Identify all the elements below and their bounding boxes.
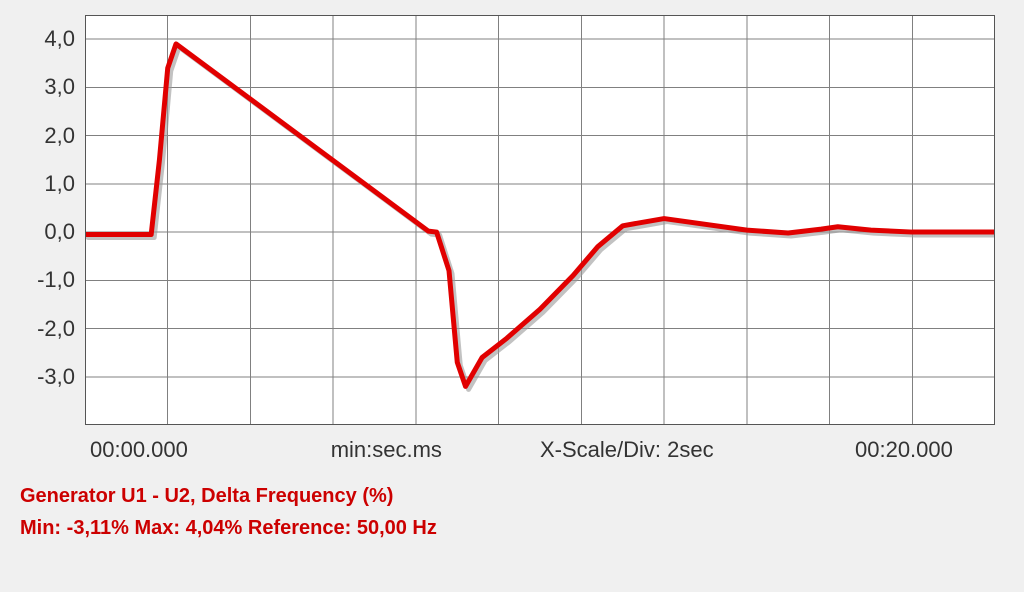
y-tick-label: -1,0: [2, 267, 75, 293]
y-tick-label: -2,0: [2, 316, 75, 342]
x-axis-label-end: 00:20.000: [855, 437, 953, 463]
y-tick-label: 0,0: [2, 219, 75, 245]
caption-min-value: -3,11%: [67, 517, 129, 539]
x-axis-label-units: min:sec.ms: [331, 437, 442, 463]
caption-ref-value: 50,00 Hz: [357, 517, 437, 539]
caption-min-label: Min:: [20, 517, 67, 539]
y-tick-label: 1,0: [2, 171, 75, 197]
caption-max-value: 4,04%: [186, 517, 243, 539]
y-tick-label: 3,0: [2, 74, 75, 100]
y-tick-label: -3,0: [2, 364, 75, 390]
y-tick-label: 2,0: [2, 123, 75, 149]
caption-ref-label: Reference:: [248, 517, 357, 539]
chart-caption-line1: Generator U1 - U2, Delta Frequency (%): [20, 485, 393, 508]
plot-area: [85, 15, 995, 425]
x-axis-label-scale: X-Scale/Div: 2sec: [540, 437, 714, 463]
chart-wrapper: -3,0 -2,0 -1,0 0,0 1,0 2,0 3,0 4,0 00:00.000 mi…: [0, 0, 1024, 592]
chart-caption-line2: Min: -3,11% Max: 4,04% Reference: 50,00 …: [20, 517, 437, 540]
caption-max-label: Max:: [134, 517, 185, 539]
x-axis-label-start: 00:00.000: [90, 437, 188, 463]
y-tick-label: 4,0: [2, 26, 75, 52]
